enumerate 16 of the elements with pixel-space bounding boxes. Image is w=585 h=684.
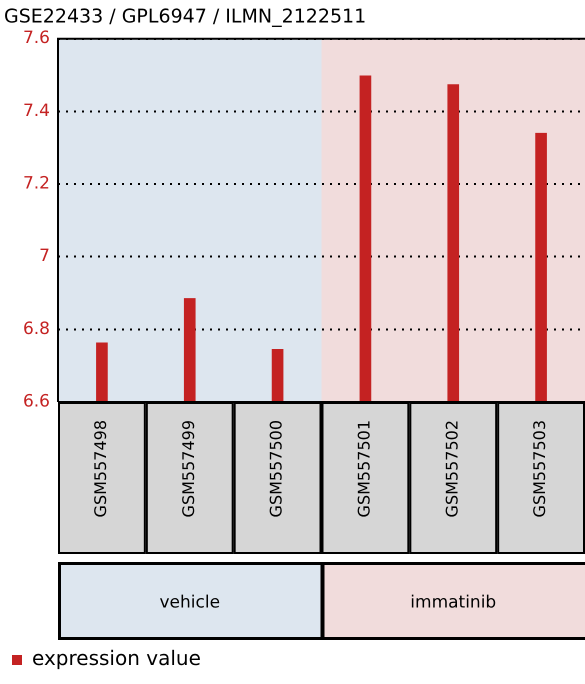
chart-title: GSE22433 / GPL6947 / ILMN_2122511 — [4, 5, 366, 28]
text: immatinib — [410, 592, 496, 612]
x-tick-label: GSM557503 — [530, 420, 550, 518]
y-tick-label: 7.2 — [22, 174, 50, 194]
x-tick-label: GSM557500 — [266, 420, 286, 518]
x-tick-label: GSM557501 — [354, 420, 374, 518]
y-tick-label: 6.6 — [22, 391, 50, 412]
x-tick-label: GSM557498 — [91, 420, 110, 518]
x-tick-label: GSM557502 — [442, 420, 462, 518]
y-tick-label: 7 — [39, 246, 50, 266]
y-tick-label: 7.4 — [22, 100, 50, 121]
x-tick-label: GSM557499 — [178, 420, 198, 518]
y-tick-label: 6.8 — [22, 318, 50, 339]
y-tick-label: 7.6 — [22, 28, 50, 48]
text: vehicle — [159, 592, 220, 612]
legend-label: expression value — [32, 646, 201, 670]
